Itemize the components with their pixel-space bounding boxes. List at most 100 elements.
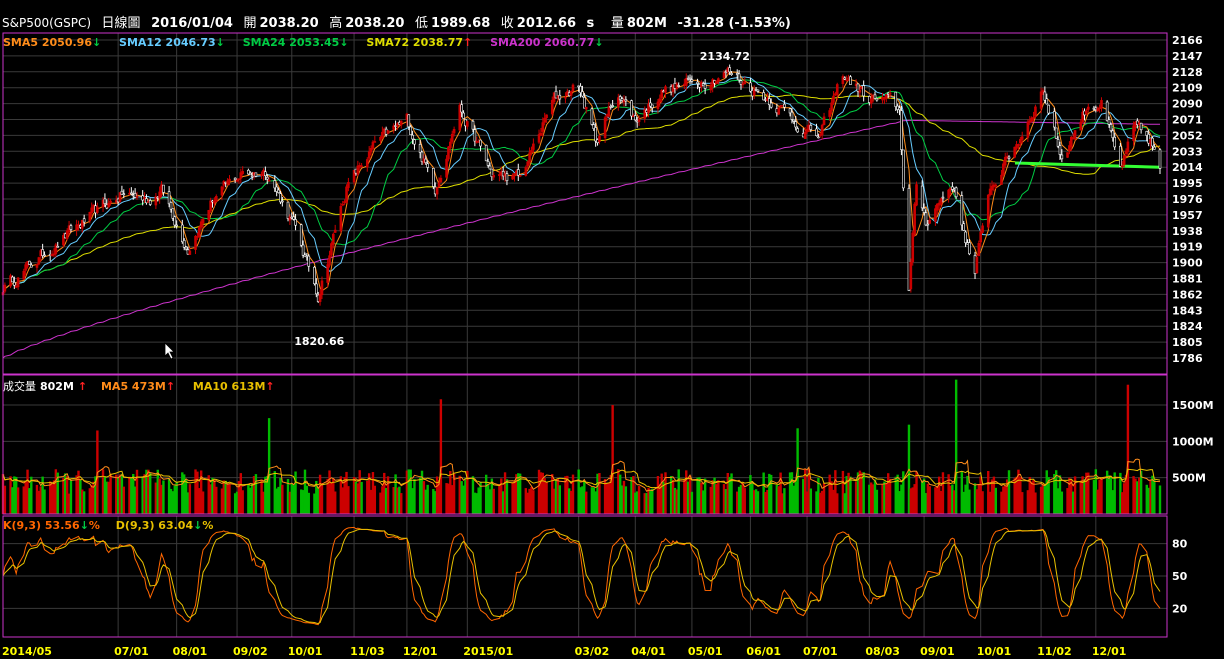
candle-body xyxy=(241,171,245,174)
volume-bar xyxy=(828,474,831,514)
volume-bar xyxy=(603,479,607,514)
volume-bar xyxy=(260,479,263,514)
candle-body xyxy=(466,121,469,127)
candle-body xyxy=(450,133,454,142)
volume-bar xyxy=(968,489,971,514)
candle-body xyxy=(796,128,799,133)
volume-bar xyxy=(992,476,996,514)
candle-body xyxy=(299,224,303,246)
candle-body xyxy=(1053,111,1056,128)
candle-body xyxy=(603,117,607,138)
candle-body xyxy=(169,202,173,210)
volume-bar xyxy=(934,487,937,514)
volume-bar xyxy=(477,487,480,514)
candle-body xyxy=(856,83,860,92)
volume-bar xyxy=(262,491,265,514)
volume-tick-label: 1000M xyxy=(1172,435,1214,448)
date-tick-label: 05/01 xyxy=(688,645,723,658)
volume-bar xyxy=(437,479,441,514)
candle-body xyxy=(445,158,448,178)
candle-body xyxy=(1058,145,1062,155)
candle-body xyxy=(1060,154,1064,160)
volume-bar xyxy=(82,491,86,514)
volume-bar xyxy=(686,481,690,514)
volume-bar xyxy=(822,483,826,514)
candle-body xyxy=(118,192,122,202)
volume-bar xyxy=(128,476,131,514)
volume-bar xyxy=(632,476,635,514)
price-tick-label: 2052 xyxy=(1172,129,1203,142)
close-suffix: s xyxy=(586,16,595,31)
candle-body xyxy=(658,98,662,103)
volume-bar xyxy=(1013,478,1016,514)
candle-body xyxy=(1003,156,1007,166)
volume-bar xyxy=(849,476,852,514)
volume-bar xyxy=(577,469,580,514)
price-tick-label: 1881 xyxy=(1172,273,1203,286)
volume-bar xyxy=(1070,479,1073,514)
candle-body xyxy=(197,226,201,238)
candle-body xyxy=(883,98,886,100)
candle-body xyxy=(488,165,492,170)
candle-body xyxy=(315,283,318,295)
volume-bar xyxy=(77,470,80,514)
volume-bar xyxy=(726,472,729,514)
volume-bar xyxy=(1121,492,1124,514)
volume-bar xyxy=(490,478,494,514)
candle-body xyxy=(199,221,203,228)
price-tick-label: 2090 xyxy=(1172,98,1203,111)
volume-bar xyxy=(1098,479,1101,514)
volume-bar xyxy=(94,476,97,514)
volume-bar xyxy=(422,481,426,514)
candle-body xyxy=(247,169,250,175)
volume-bar xyxy=(109,473,112,514)
candle-body xyxy=(584,106,588,110)
candle-body xyxy=(894,91,898,107)
candle-body xyxy=(618,96,622,101)
volume-bar xyxy=(924,493,928,514)
candle-body xyxy=(592,124,596,130)
candle-body xyxy=(254,172,258,177)
volume-bar xyxy=(741,483,745,514)
volume-bar xyxy=(571,474,575,514)
volume-bar xyxy=(656,476,660,514)
volume-bar xyxy=(779,472,782,514)
volume-bar xyxy=(347,486,350,514)
volume-bar xyxy=(11,487,14,514)
volume-bar xyxy=(858,470,862,514)
candle-body xyxy=(1019,139,1022,144)
volume-bar xyxy=(466,470,469,514)
volume-bar xyxy=(1043,484,1047,514)
candle-body xyxy=(237,178,241,180)
candle-body xyxy=(220,186,224,196)
candle-body xyxy=(979,231,982,243)
volume-bar xyxy=(902,471,905,514)
candle-body xyxy=(1126,141,1130,153)
volume-bar xyxy=(749,475,752,514)
volume-bar xyxy=(885,483,888,514)
volume-bar xyxy=(954,379,958,514)
candle-body xyxy=(909,262,913,290)
volume-bar xyxy=(764,491,767,514)
volume-bar xyxy=(898,491,901,514)
volume-bar xyxy=(286,478,290,514)
candle-body xyxy=(609,106,613,108)
volume-bar xyxy=(909,488,913,514)
volume-bar xyxy=(888,478,892,514)
candle-body xyxy=(885,94,888,99)
sma200-line xyxy=(2,119,1160,359)
candle-body xyxy=(737,73,741,81)
kd-legend: K(9,3) 53.56↓% D(9,3) 63.04↓% xyxy=(3,519,227,532)
candle-body xyxy=(365,159,369,168)
candle-body xyxy=(162,184,165,193)
candle-body xyxy=(411,134,414,140)
volume-bar xyxy=(977,484,981,514)
volume-bar xyxy=(894,476,897,514)
volume-bar xyxy=(464,477,467,514)
sma5-legend: SMA5 2050.96↓ xyxy=(3,36,102,49)
volume-bar xyxy=(1032,479,1035,514)
candle-body xyxy=(875,98,879,101)
candle-body xyxy=(1107,119,1111,125)
volume-bar xyxy=(635,491,639,514)
candle-body xyxy=(990,185,994,191)
